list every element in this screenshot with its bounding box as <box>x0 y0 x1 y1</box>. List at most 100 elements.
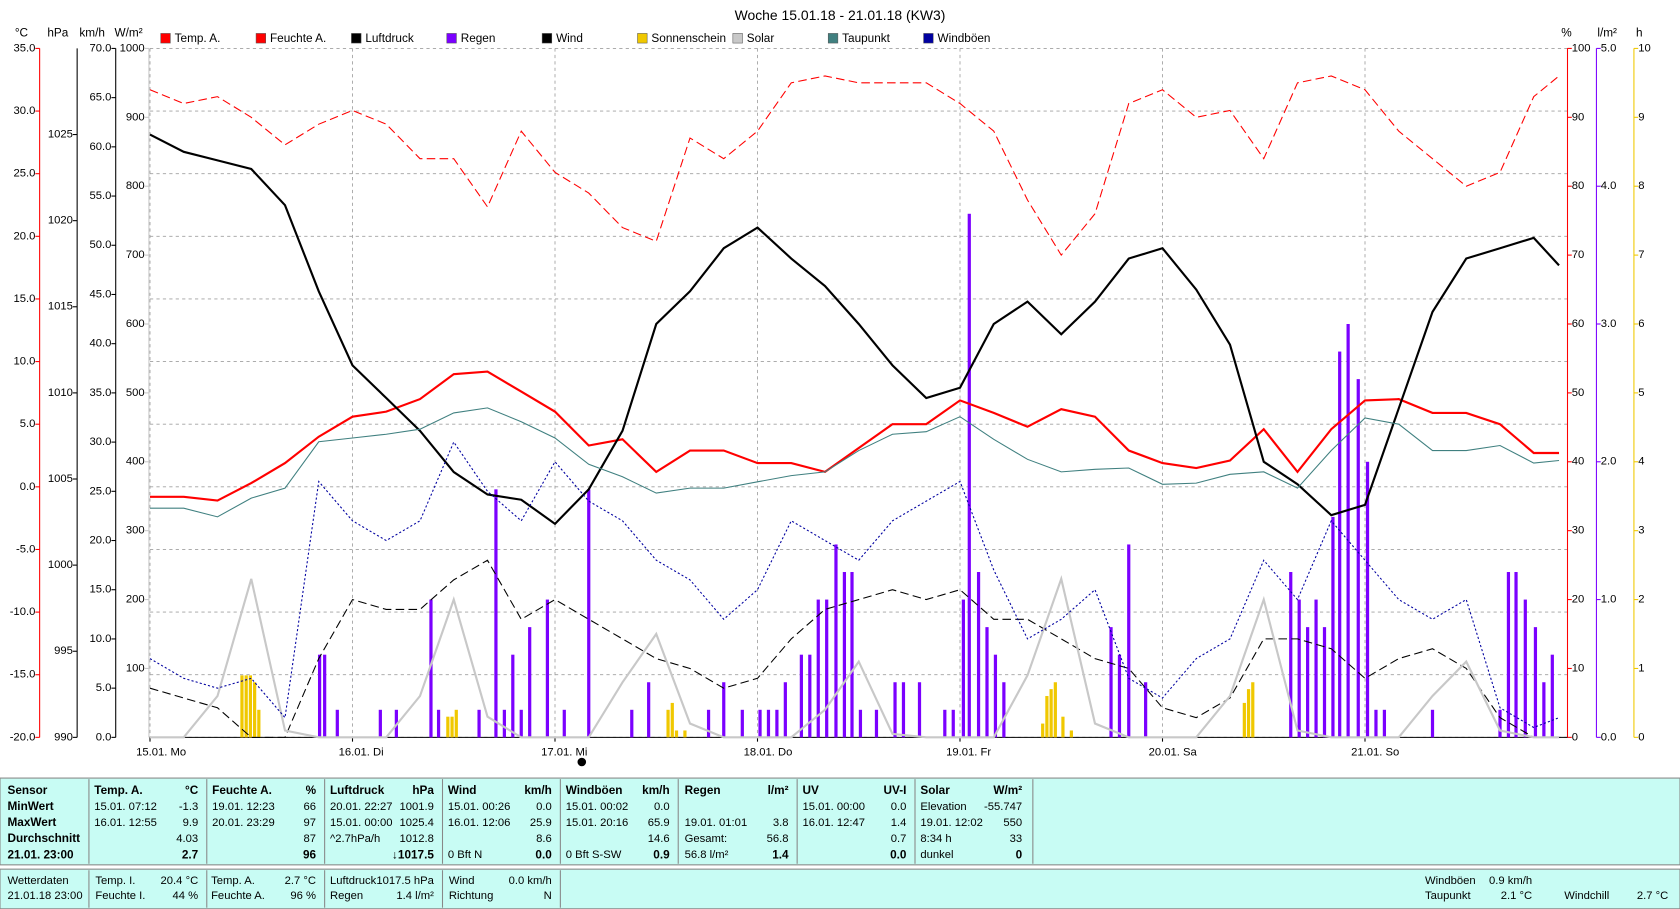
y-tick-label: -10.0 <box>10 606 36 618</box>
y-tick-label: 400 <box>126 456 145 468</box>
bar <box>240 675 244 738</box>
y-tick-label: 40.0 <box>90 338 112 350</box>
column-header: Feuchte A. <box>212 784 272 797</box>
bar <box>758 709 762 738</box>
cell-label: 19.01. 12:23 <box>212 801 275 813</box>
y-tick-label: 65.0 <box>90 92 112 104</box>
cell-value: 4.03 <box>176 833 198 845</box>
current-value: 2.7 °C <box>285 875 316 887</box>
x-tick-label: 18.01. Do <box>744 746 793 758</box>
y-tick-label: 1005 <box>48 473 73 485</box>
cell-value: 14.6 <box>648 833 670 845</box>
bar <box>967 213 971 738</box>
y-tick-label: 500 <box>126 387 145 399</box>
cell-value: 87 <box>304 833 317 845</box>
y-tick-label: 45.0 <box>90 288 112 300</box>
bar <box>799 654 803 738</box>
cell-label: 16.01. 12:47 <box>803 817 866 829</box>
legend-swatch <box>255 33 266 44</box>
legend-label: Luftdruck <box>365 32 414 45</box>
bar <box>1049 689 1053 738</box>
bar <box>323 654 327 738</box>
bar <box>1045 696 1049 738</box>
bar <box>858 709 863 738</box>
y-tick-label: 1000 <box>120 42 145 54</box>
bar <box>766 709 771 738</box>
cell-label: 15.01. 00:26 <box>448 801 511 813</box>
bar <box>722 682 726 738</box>
y-tick-label: 50.0 <box>90 239 112 251</box>
column-unit: W/m² <box>993 784 1022 797</box>
bar <box>1514 572 1518 738</box>
bar <box>1069 730 1073 738</box>
y-tick-label: 20.0 <box>13 230 35 242</box>
cell-label: 15.01. 00:00 <box>803 801 866 813</box>
column-header: Temp. A. <box>94 784 142 797</box>
column-header: Regen <box>685 784 721 797</box>
current-value: 1.4 l/m² <box>396 890 434 902</box>
y-tick-label: -15.0 <box>10 669 36 681</box>
current-value: 44 % <box>173 890 199 902</box>
bar <box>1109 627 1113 738</box>
y-tick-label: 200 <box>126 594 145 606</box>
x-tick-label: 16.01. Di <box>339 746 384 758</box>
cell-value: 0.0 <box>536 801 552 813</box>
y-tick-label: 55.0 <box>90 190 112 202</box>
bar <box>1127 544 1131 738</box>
y-tick-label: 990 <box>54 731 73 743</box>
line <box>149 133 1560 526</box>
axis-label: W/m² <box>115 27 143 40</box>
current-label: Temp. I. <box>95 875 135 887</box>
bar <box>528 627 532 738</box>
row-label: Durchschnitt <box>8 832 81 845</box>
cell-label: 15.01. 20:16 <box>566 817 629 829</box>
bar <box>706 709 711 738</box>
cell-value: 1001.9 <box>400 801 434 813</box>
cell-label: 0 Bft S-SW <box>566 849 622 861</box>
bar <box>1498 709 1502 738</box>
y-tick-label: 5.0 <box>96 682 112 694</box>
bar <box>1251 682 1255 738</box>
line <box>150 370 1560 502</box>
current-value: 96 % <box>290 890 316 902</box>
y-tick-label: 8 <box>1638 180 1644 192</box>
y-tick-label: 25.0 <box>13 168 35 180</box>
legend-swatch <box>351 33 362 44</box>
y-tick-label: 90 <box>1572 111 1585 123</box>
y-tick-label: 1015 <box>48 301 73 313</box>
cell-value: -55.747 <box>984 801 1022 813</box>
bar <box>587 489 591 738</box>
cell-value: 8.6 <box>536 833 552 845</box>
y-tick-label: 25.0 <box>90 485 112 497</box>
y-tick-label: 2 <box>1638 594 1644 606</box>
cell-value: 96 <box>303 848 317 861</box>
cell-value: 97 <box>304 817 317 829</box>
bar <box>842 572 847 738</box>
cell-label: ^2.7hPa/h <box>330 833 380 845</box>
bar <box>674 730 679 738</box>
y-tick-label: 70 <box>1572 249 1585 261</box>
bar <box>1289 572 1293 738</box>
column-unit: % <box>306 784 317 797</box>
bar <box>917 682 922 738</box>
y-tick-label: 0 <box>1572 731 1578 743</box>
legend-label: Feuchte A. <box>270 32 326 45</box>
y-tick-label: 1000 <box>48 559 73 571</box>
bar <box>429 599 433 738</box>
bar <box>562 709 566 738</box>
bar <box>519 709 523 738</box>
bar <box>335 709 339 738</box>
bar <box>454 709 458 738</box>
current-label: Luftdruck <box>330 875 377 887</box>
cell-value: 0.0 <box>890 848 907 861</box>
cell-value: 33 <box>1010 833 1023 845</box>
y-tick-label: 30.0 <box>90 436 112 448</box>
column-header: Windböen <box>566 784 623 797</box>
column-unit: km/h <box>524 784 551 797</box>
bar <box>253 682 257 738</box>
cell-label: 19.01. 12:02 <box>920 817 983 829</box>
bar <box>1242 702 1246 738</box>
bar <box>545 599 550 738</box>
cell-value: 0.0 <box>535 848 552 861</box>
